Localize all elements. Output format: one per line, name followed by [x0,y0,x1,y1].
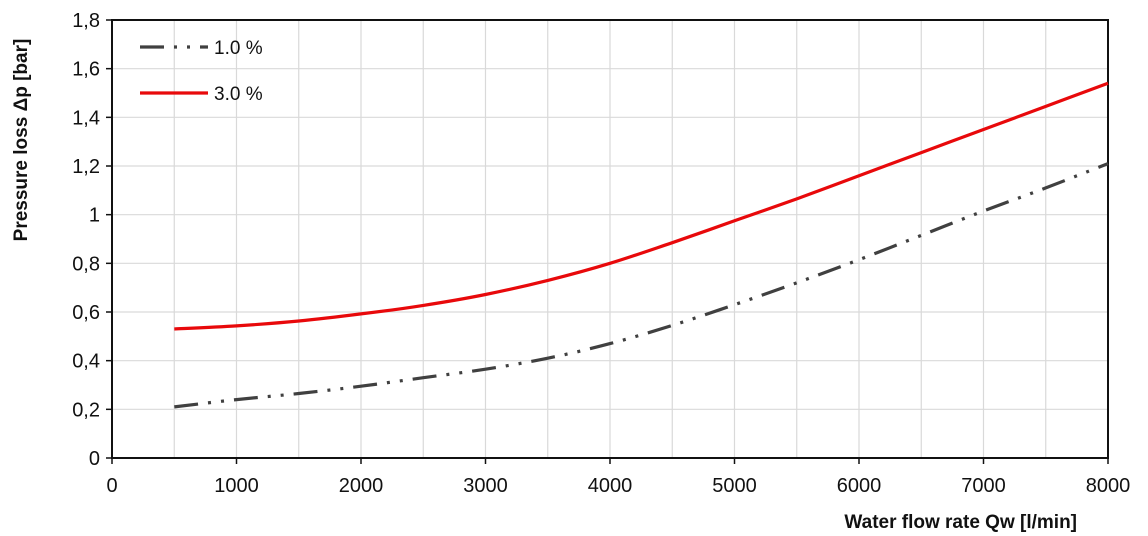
legend-label-1: 3.0 % [214,84,263,105]
x-tick-label: 4000 [588,475,633,497]
x-tick-label: 1000 [214,475,259,497]
y-tick-label: 1 [89,205,100,227]
x-tick-label: 5000 [712,475,757,497]
y-tick-label: 0 [89,448,100,470]
legend-label-0: 1.0 % [214,38,263,59]
series-line-0 [174,162,1109,409]
series-layer [174,81,1109,409]
grid-layer [112,20,1108,458]
series-line-1 [174,81,1109,331]
x-tick-label: 7000 [961,475,1006,497]
y-tick-label: 1,8 [72,10,100,32]
x-tick-label: 0 [106,475,117,497]
y-tick-label: 0,4 [72,351,100,373]
y-tick-label: 0,8 [72,253,100,275]
x-tick-label: 8000 [1086,475,1131,497]
y-tick-label: 0,2 [72,399,100,421]
y-tick-label: 0,6 [72,302,100,324]
legend: 1.0 % 3.0 % [140,38,263,105]
y-tick-label: 1,6 [72,59,100,81]
y-tick-label: 1,4 [72,107,100,129]
x-tick-label: 6000 [837,475,882,497]
axes-layer: 0 1000 2000 3000 4000 5000 6000 7000 8000 0 0,2 0,4… [72,10,1130,497]
x-axis-title: Water flow rate Qw [l/min] [844,512,1077,533]
x-tick-label: 2000 [339,475,384,497]
x-tick-label: 3000 [463,475,508,497]
y-tick-label: 1,2 [72,156,100,178]
y-axis-title: Pressure loss Δp [bar] [11,39,32,242]
